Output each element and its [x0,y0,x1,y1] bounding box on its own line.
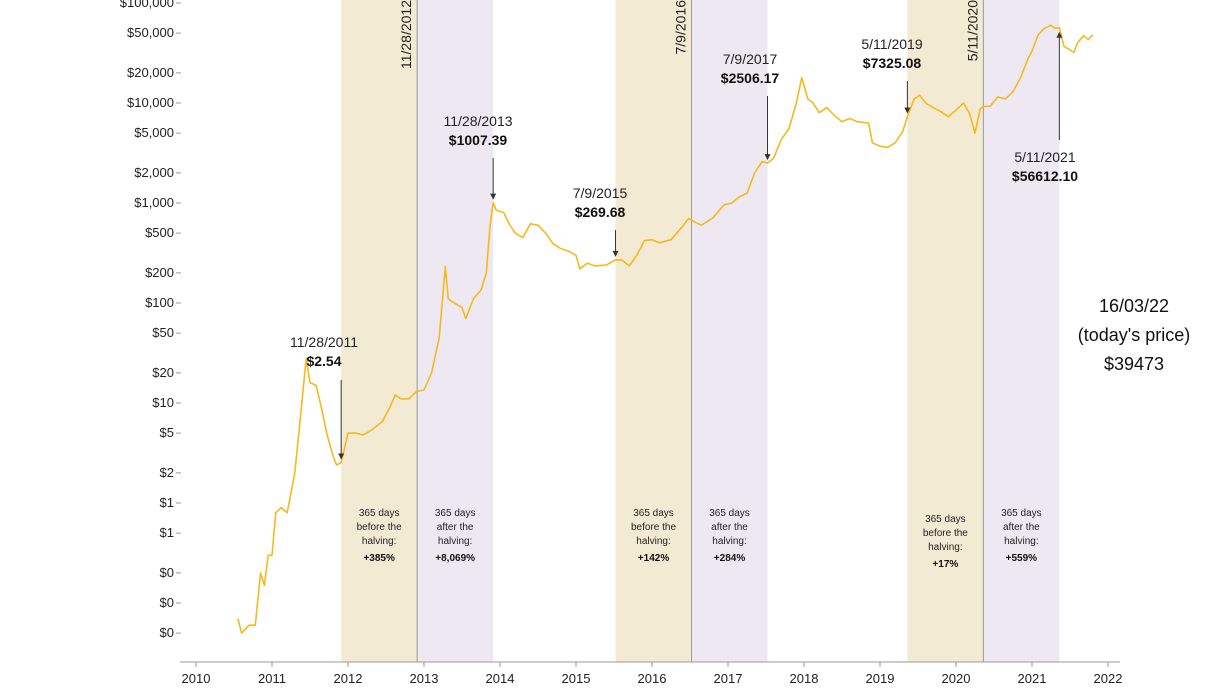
band-line3: halving: [1004,536,1038,547]
y-tick-label: $50,000 [127,25,174,40]
x-axis: 2010 2011 2012 2013 2014 2015 2016 2017 2018 2019… [180,661,1123,686]
annotation-arrow-head [764,154,771,161]
price-series [237,24,1094,634]
x-tick-label: 2020 [942,671,971,686]
y-tick-label: $100,000 [120,0,174,10]
band-before-4 [907,0,984,662]
x-tick-label: 2015 [562,671,591,686]
band-line3: halving: [362,536,396,547]
band-percent: +8,069% [435,553,475,564]
band-percent: +284% [714,553,746,564]
y-tick-label: $100 [145,295,174,310]
band-line1: 365 days [709,508,750,519]
y-tick-label: $10 [152,395,174,410]
annotation-date: 7/9/2017 [723,51,778,67]
annotation-price: $2.54 [306,353,341,369]
band-line1: 365 days [633,508,674,519]
band-line1: 365 days [435,508,476,519]
y-tick-label: $50 [152,325,174,340]
y-tick-label: $20 [152,365,174,380]
band-after-1 [417,0,494,662]
halving-date-label: 7/9/2016 [673,0,689,55]
band-line3: halving: [636,536,670,547]
today-label: (today's price) [1078,325,1190,345]
annotation-arrow-head [1056,31,1063,38]
band-line1: 365 days [925,514,966,525]
annotation-price: $2506.17 [721,70,780,86]
x-tick-label: 2011 [258,671,286,686]
band-line3: halving: [438,536,472,547]
x-tick-label: 2013 [410,671,439,686]
annotation-price: $269.68 [575,204,626,220]
x-tick-label: 2019 [866,671,895,686]
band-percent: +385% [363,553,395,564]
band-line3: halving: [712,536,746,547]
x-tick-label: 2018 [790,671,819,686]
band-line1: 365 days [359,508,400,519]
band-after-3 [691,0,768,662]
halving-date-label: 5/11/2020 [964,0,980,61]
band-line1: 365 days [1001,508,1042,519]
y-tick-label: $1,000 [134,195,174,210]
band-percent: +142% [638,553,670,564]
y-tick-label: $0 [160,595,174,610]
band-percent: +559% [1006,553,1038,564]
annotation-arrow-head [338,453,345,460]
y-tick-label: $2,000 [134,165,174,180]
annotation-date: 5/11/2021 [1014,149,1075,165]
annotation-price: $7325.08 [863,55,922,71]
band-before-0 [341,0,418,662]
annotation-price: $1007.39 [449,132,508,148]
x-tick-label: 2021 [1018,671,1047,686]
x-tick-label: 2014 [486,671,515,686]
y-axis: $100,000 $50,000 $20,000 $10,000 $5,000 $2,00… [120,0,181,640]
price-annotations: 11/28/2011 $2.54 11/28/2013 $1007.39 7/9/201… [290,31,1078,460]
halving-markers: 11/28/2012 7/9/2016 5/11/2020 [398,0,984,662]
halving-date-label: 11/28/2012 [398,0,414,69]
y-tick-label: $0 [160,625,174,640]
annotation-date: 11/28/2011 [290,334,358,350]
band-after-5 [983,0,1060,662]
band-line2: after the [711,522,748,533]
annotation-price: $56612.10 [1012,168,1078,184]
y-tick-label: $5,000 [134,125,174,140]
x-tick-label: 2017 [714,671,743,686]
price-line-0 [237,24,1094,634]
band-line2: before the [631,522,676,533]
y-tick-label: $1 [160,525,174,540]
y-tick-label: $5 [160,425,174,440]
annotation-date: 5/11/2019 [861,36,922,52]
band-percent: +17% [932,559,958,570]
band-line3: halving: [928,542,962,553]
band-line2: before the [923,528,968,539]
band-before-2 [615,0,692,662]
today-price: $39473 [1104,354,1164,374]
y-tick-label: $2 [160,465,174,480]
annotation-arrow-head [904,107,911,114]
annotation-date: 7/9/2015 [573,185,628,201]
x-tick-label: 2010 [182,671,211,686]
band-line2: after the [1003,522,1040,533]
annotation-arrow-head [612,250,619,257]
annotation-arrow-head [490,193,497,200]
y-tick-label: $10,000 [127,95,174,110]
y-tick-label: $0 [160,565,174,580]
today-price-note: 16/03/22 (today's price) $39473 [1078,296,1190,374]
halving-bands: 365 days before the halving: +385% 365 days a… [341,0,1060,662]
annotation-date: 11/28/2013 [443,113,512,129]
y-tick-label: $20,000 [127,65,174,80]
y-tick-label: $500 [145,225,174,240]
x-tick-label: 2016 [638,671,667,686]
band-line2: before the [357,522,402,533]
x-tick-label: 2012 [334,671,363,686]
x-tick-label: 2022 [1094,671,1123,686]
band-line2: after the [437,522,474,533]
y-tick-label: $200 [145,265,174,280]
today-date: 16/03/22 [1099,296,1169,316]
y-tick-label: $1 [160,495,174,510]
